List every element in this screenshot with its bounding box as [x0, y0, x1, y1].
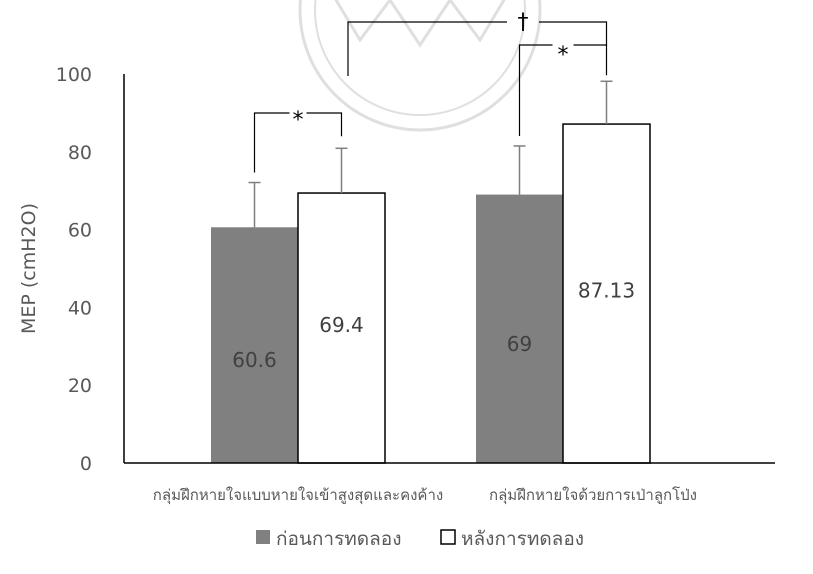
- y-axis-title: MEP (cmH2O): [18, 203, 40, 334]
- significance-mark: *: [293, 108, 304, 133]
- legend-swatch: [256, 530, 270, 544]
- y-axis-ticks: 0 20 40 60 80 100: [56, 64, 92, 475]
- bar: [476, 194, 563, 463]
- legend-label: ก่อนการทดลอง: [276, 528, 401, 550]
- y-tick-label: 40: [68, 297, 92, 319]
- data-label: 69.4: [319, 313, 364, 337]
- watermark-seal: [298, 0, 542, 132]
- bar: [211, 227, 298, 463]
- y-tick-label: 0: [80, 453, 92, 475]
- legend: ก่อนการทดลอง หลังการทดลอง: [256, 528, 584, 550]
- bar: [562, 123, 651, 464]
- significance-brackets: * * †: [253, 10, 608, 173]
- bars: [211, 123, 651, 464]
- data-labels: 60.6 69 69.4 87.13: [232, 279, 635, 373]
- category-label: กลุ่มฝึกหายใจแบบหายใจเข้าสูงสุดและคงค้าง: [153, 486, 443, 505]
- data-label: 60.6: [232, 348, 277, 372]
- category-label: กลุ่มฝึกหายใจด้วยการเป่าลูกโป่ง: [489, 486, 697, 505]
- data-label: 87.13: [578, 279, 635, 303]
- significance-mark: *: [558, 43, 569, 68]
- legend-label: หลังการทดลอง: [461, 528, 584, 550]
- y-tick-label: 80: [68, 142, 92, 164]
- significance-bracket: [253, 112, 343, 173]
- significance-bracket: [347, 21, 608, 76]
- data-label: 69: [507, 332, 532, 356]
- significance-mark: †: [518, 10, 529, 35]
- y-tick-label: 60: [68, 220, 92, 242]
- legend-swatch: [440, 529, 456, 545]
- y-tick-label: 20: [68, 375, 92, 397]
- y-tick-label: 100: [56, 64, 92, 86]
- error-bars: [248, 80, 613, 228]
